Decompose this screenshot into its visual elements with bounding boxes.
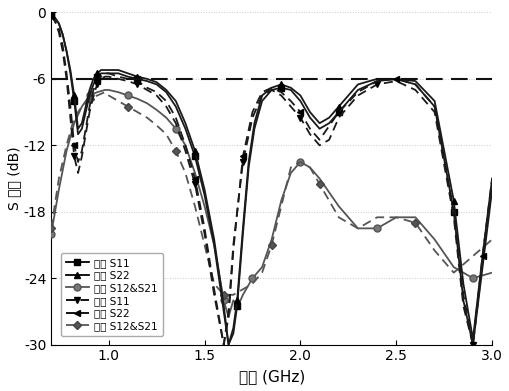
- Legend: 仿真 S11, 仿真 S22, 仿真 S12&S21, 测试 S11, 测试 S22, 测试 S12&S21: 仿真 S11, 仿真 S22, 仿真 S12&S21, 测试 S11, 测试 S…: [61, 253, 163, 336]
- Y-axis label: S 参数 (dB): S 参数 (dB): [7, 147, 21, 210]
- X-axis label: 频率 (GHz): 频率 (GHz): [238, 369, 304, 384]
